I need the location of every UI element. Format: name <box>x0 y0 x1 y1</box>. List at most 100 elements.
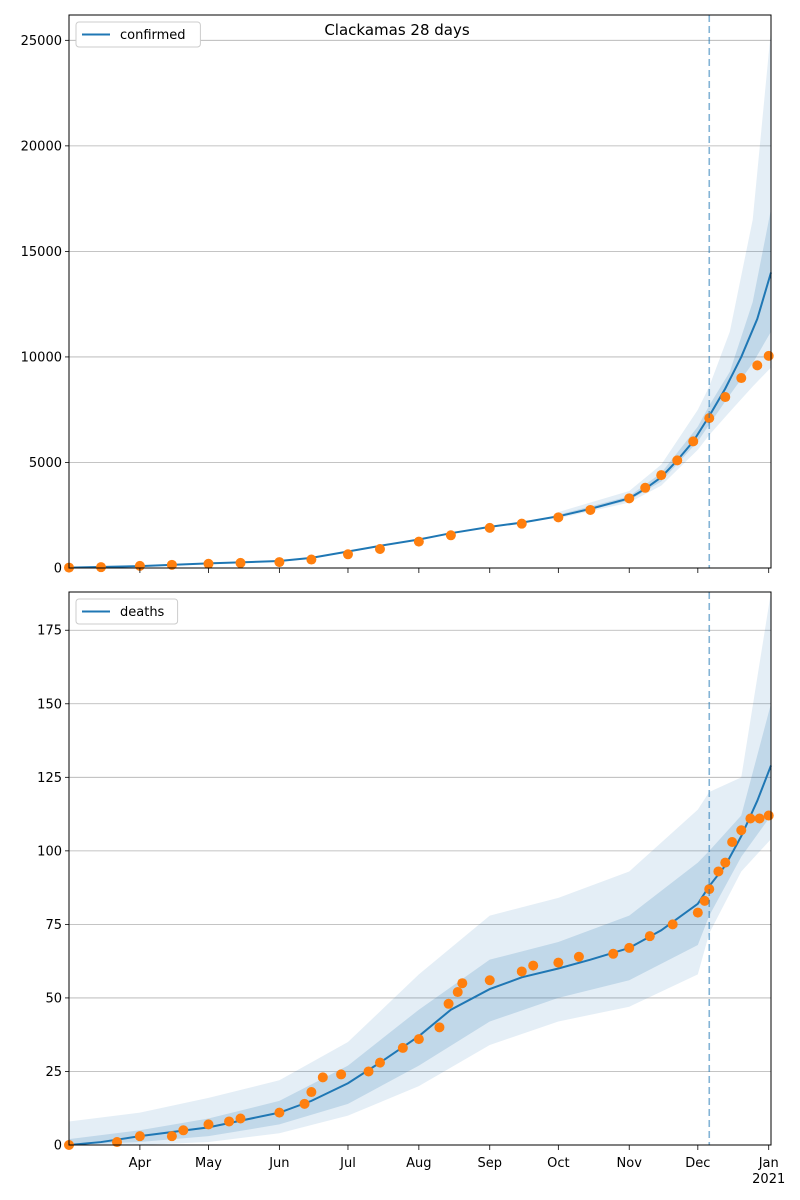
observed-point <box>720 857 731 868</box>
observed-point <box>553 957 564 968</box>
observed-point <box>112 1137 123 1148</box>
observed-point <box>445 530 456 541</box>
x-tick-label: Jan <box>758 1156 779 1171</box>
observed-point <box>713 866 724 877</box>
model-line <box>68 272 772 569</box>
y-tick-label: 0 <box>54 1139 62 1154</box>
observed-point <box>754 813 765 824</box>
observed-point <box>672 455 683 466</box>
legend: deaths <box>75 598 179 625</box>
deaths-panel: 0 25 50 75 100 125 150 175 Apr May Jun Jul Aug Sep Oct… <box>37 591 785 1187</box>
observed-point <box>644 931 655 942</box>
x-tick-label: Nov <box>617 1156 643 1171</box>
observed-point <box>727 837 738 848</box>
observed-point <box>484 522 495 533</box>
y-tick-label: 5000 <box>29 456 62 471</box>
observed-point <box>203 1119 214 1130</box>
observed-point <box>484 975 495 986</box>
confidence-band-inner <box>69 703 771 1145</box>
observed-point <box>736 825 747 836</box>
x-tick-label: Dec <box>685 1156 710 1171</box>
observed-point <box>413 1034 424 1045</box>
confidence-band-outer <box>558 29 771 519</box>
y-tick-label: 125 <box>37 771 62 786</box>
observed-point <box>342 549 353 560</box>
x-tick-label: Sep <box>477 1156 502 1171</box>
observed-point <box>624 493 635 504</box>
observed-point <box>134 1131 145 1142</box>
x-tick-label: May <box>195 1156 222 1171</box>
observed-point <box>452 987 463 998</box>
observed-point <box>336 1069 347 1080</box>
y-tick-label: 20000 <box>21 139 62 154</box>
legend-label: deaths <box>120 605 165 620</box>
y-tick-label: 10000 <box>21 350 62 365</box>
chart-title: Clackamas 28 days <box>324 21 470 39</box>
legend-box <box>75 598 179 625</box>
y-tick-label: 15000 <box>21 245 62 260</box>
y-tick-label: 0 <box>54 562 62 577</box>
observed-point <box>317 1072 328 1083</box>
observed-point <box>306 554 317 565</box>
legend-box <box>75 21 201 48</box>
observed-point <box>573 951 584 962</box>
confirmed-panel: 0 5000 10000 15000 20000 25000 confirmed <box>21 14 774 577</box>
observed-point <box>443 998 454 1009</box>
observed-point <box>688 436 699 447</box>
observed-point <box>203 558 214 569</box>
observed-point <box>363 1066 374 1077</box>
observed-point <box>516 966 527 977</box>
y-tick-label: 175 <box>37 624 62 639</box>
x-tick-label: Oct <box>547 1156 569 1171</box>
observed-point <box>413 536 424 547</box>
observed-point <box>656 470 667 481</box>
observed-point <box>96 562 107 573</box>
observed-point <box>274 557 285 568</box>
observed-point <box>306 1087 317 1098</box>
observed-point <box>763 350 774 361</box>
observed-point <box>704 413 715 424</box>
observed-point <box>235 557 246 568</box>
observed-point <box>692 907 703 918</box>
observed-point <box>624 942 635 953</box>
observed-point <box>553 512 564 523</box>
observed-point <box>720 392 731 403</box>
confidence-band-outer <box>69 592 771 1145</box>
y-tick-label: 75 <box>45 918 62 933</box>
observed-point <box>608 948 619 959</box>
x-tick-label: Jun <box>268 1156 289 1171</box>
observed-point <box>397 1042 408 1053</box>
observed-point <box>299 1098 310 1109</box>
y-tick-label: 50 <box>45 991 62 1006</box>
observed-point <box>274 1107 285 1118</box>
y-tick-label: 25000 <box>21 34 62 49</box>
y-tick-label: 150 <box>37 697 62 712</box>
y-tick-label: 100 <box>37 844 62 859</box>
observed-point <box>374 544 385 555</box>
observed-point <box>235 1113 246 1124</box>
observed-point <box>434 1022 445 1033</box>
observed-point <box>374 1057 385 1068</box>
x-year-label: 2021 <box>752 1172 785 1187</box>
observed-point <box>640 482 651 493</box>
observed-point <box>516 518 527 529</box>
observed-point <box>166 559 177 570</box>
x-tick-label: Jul <box>339 1156 356 1171</box>
plot-frame <box>68 591 772 1146</box>
plot-frame <box>68 14 772 569</box>
observed-point <box>736 373 747 384</box>
observed-point <box>745 813 756 824</box>
observed-point <box>667 919 678 930</box>
legend: confirmed <box>75 21 201 48</box>
observed-point <box>528 960 539 971</box>
observed-point <box>763 810 774 821</box>
y-tick-label: 25 <box>45 1065 62 1080</box>
observed-point <box>178 1125 189 1136</box>
observed-point <box>585 504 596 515</box>
observed-point <box>224 1116 235 1127</box>
observed-point <box>457 978 468 989</box>
x-tick-label: Aug <box>406 1156 431 1171</box>
observed-point <box>699 895 710 906</box>
x-tick-label: Apr <box>129 1156 152 1171</box>
